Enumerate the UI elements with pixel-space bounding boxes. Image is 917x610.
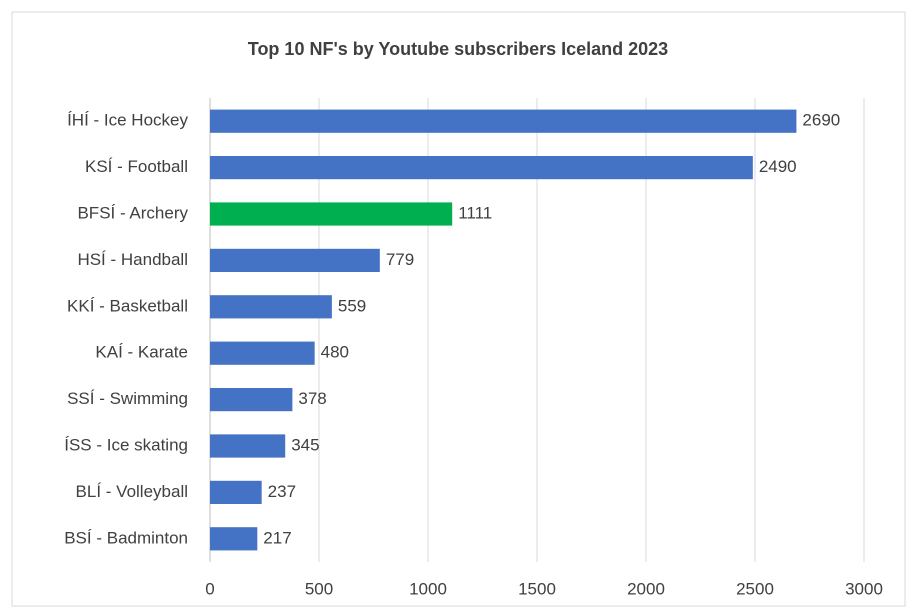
y-tick-label: SSÍ - Swimming	[67, 389, 188, 408]
y-tick-label: KKÍ - Basketball	[67, 296, 188, 315]
bar	[210, 341, 315, 365]
y-tick-label: BFSÍ - Archery	[77, 203, 188, 222]
data-label: 559	[338, 296, 366, 315]
y-tick-label: HSÍ - Handball	[77, 250, 188, 269]
data-label: 1111	[458, 203, 492, 222]
x-tick-label: 500	[305, 579, 333, 598]
x-tick-label: 3000	[845, 579, 883, 598]
x-tick-label: 2500	[736, 579, 774, 598]
bar	[210, 527, 258, 551]
bar	[210, 295, 332, 319]
data-label: 217	[263, 528, 291, 547]
x-tick-label: 1500	[518, 579, 556, 598]
data-label: 378	[298, 389, 326, 408]
data-label: 2490	[759, 157, 797, 176]
x-tick-label: 2000	[627, 579, 665, 598]
data-label: 2690	[802, 111, 840, 130]
y-tick-label: ÍHÍ - Ice Hockey	[67, 111, 188, 130]
y-tick-label: ÍSS - Ice skating	[64, 435, 188, 454]
x-tick-label: 0	[205, 579, 214, 598]
bar	[210, 388, 293, 412]
bar	[210, 156, 753, 180]
bar	[210, 434, 286, 458]
bar	[210, 202, 453, 226]
bar	[210, 480, 262, 504]
x-tick-label: 1000	[409, 579, 447, 598]
y-tick-label: KSÍ - Football	[85, 157, 188, 176]
y-tick-label: BSÍ - Badminton	[64, 528, 188, 547]
data-label: 345	[291, 435, 319, 454]
chart-title: Top 10 NF's by Youtube subscribers Icela…	[248, 39, 668, 59]
data-label: 779	[386, 250, 414, 269]
data-label: 237	[268, 482, 296, 501]
data-label: 480	[321, 343, 349, 362]
bar	[210, 109, 797, 133]
y-tick-label: KAÍ - Karate	[95, 343, 188, 362]
bar	[210, 248, 380, 272]
y-tick-label: BLÍ - Volleyball	[76, 482, 188, 501]
